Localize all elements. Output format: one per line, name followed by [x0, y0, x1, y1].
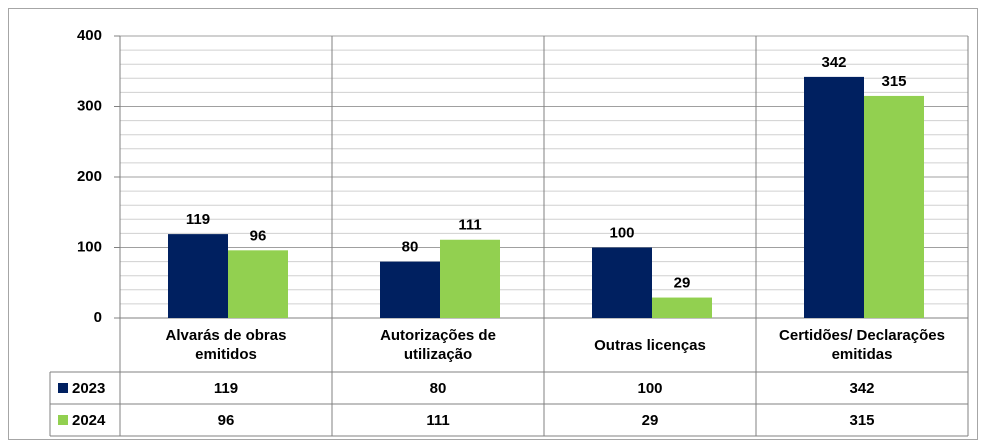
- table-value: 315: [849, 412, 874, 429]
- data-label: 342: [821, 54, 846, 71]
- x-tick-label: Alvarás de obras emitidos: [165, 327, 287, 363]
- data-label: 100: [609, 224, 634, 241]
- legend-swatch: [58, 383, 68, 393]
- data-label: 29: [674, 275, 691, 292]
- y-tick-label: 100: [77, 238, 102, 255]
- bar: [380, 261, 440, 318]
- data-label: 111: [458, 217, 481, 234]
- legend-label: 2023: [72, 380, 105, 397]
- data-label: 315: [881, 73, 906, 90]
- y-tick-label: 0: [94, 309, 102, 326]
- bar: [440, 239, 500, 318]
- bar: [864, 95, 924, 318]
- data-label: 119: [186, 211, 210, 228]
- table-value: 119: [214, 380, 238, 397]
- x-tick-label: Certidões/ Declarações emitidas: [779, 327, 945, 363]
- table-value: 342: [849, 380, 874, 397]
- table-value: 29: [642, 412, 659, 429]
- bar: [168, 234, 228, 318]
- table-value: 111: [426, 412, 449, 429]
- bar: [228, 250, 288, 318]
- legend-label: 2024: [72, 412, 106, 429]
- x-tick-label: Outras licenças: [594, 336, 706, 354]
- bar: [592, 247, 652, 318]
- legend-swatch: [58, 415, 68, 425]
- bar: [804, 76, 864, 318]
- table-value: 80: [430, 380, 447, 397]
- table-value: 96: [218, 412, 235, 429]
- data-label: 96: [250, 227, 267, 244]
- bar: [652, 297, 712, 318]
- x-tick-label: Autorizações de utilização: [380, 327, 496, 363]
- y-tick-label: 400: [77, 27, 102, 44]
- data-label: 80: [402, 239, 419, 256]
- table-value: 100: [637, 380, 662, 397]
- y-tick-label: 300: [77, 97, 102, 114]
- y-tick-label: 200: [77, 168, 102, 185]
